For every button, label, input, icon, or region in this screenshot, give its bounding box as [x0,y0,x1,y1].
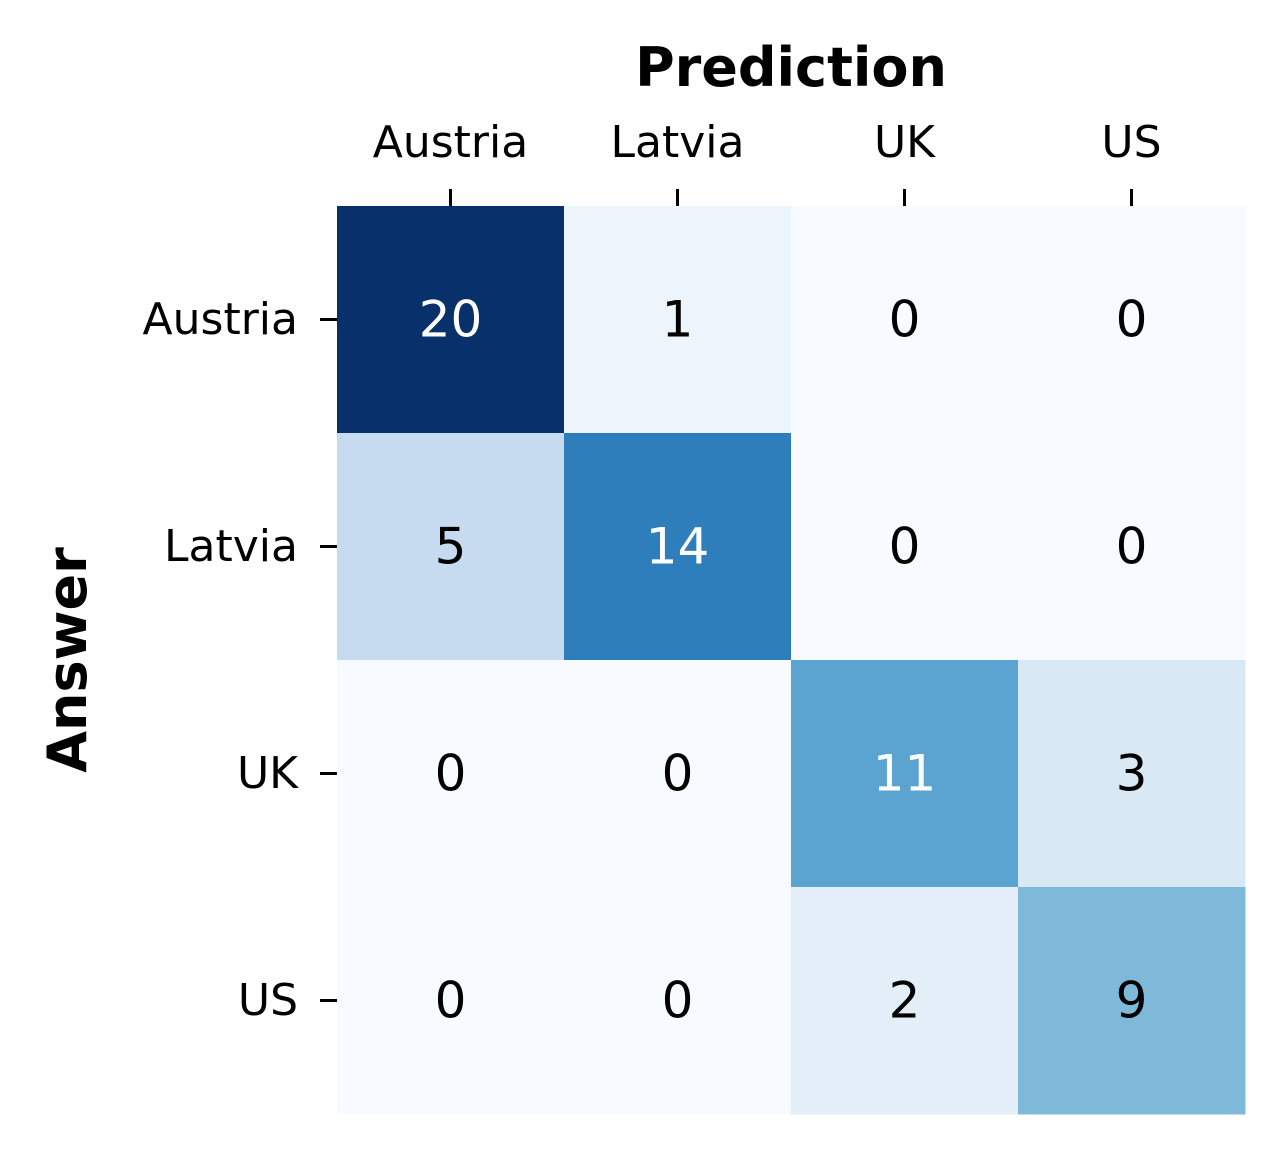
heatmap-cell-0-1 [564,206,792,434]
y-tick-label-1: Latvia [164,521,298,572]
heatmap-cell-0-2 [791,206,1019,434]
heatmap-cell-value-2-3: 3 [1116,745,1148,803]
heatmap-cell-value-3-2: 2 [889,972,921,1030]
heatmap-cell-value-2-0: 0 [435,745,467,803]
y-tick-label-2: UK [237,748,299,799]
axis-ticks: Austria Latvia UK US Austria Latvia UK US [143,117,1162,1026]
x-tick-label-3: US [1101,117,1161,168]
heatmap-cell-2-2 [791,660,1019,888]
x-tick-label-0: Austria [373,117,528,168]
heatmap-cell-value-3-3: 9 [1116,972,1148,1030]
x-tick-label-1: Latvia [611,117,745,168]
heatmap-cells: 20 1 0 05 14 0 00 0 11 30 0 2 9 [337,206,1246,1115]
heatmap-cell-3-0 [337,887,565,1115]
heatmap-cell-0-3 [1018,206,1246,434]
heatmap-cell-value-2-2: 11 [873,745,937,803]
heatmap-cell-1-1 [564,433,792,661]
heatmap-cell-value-1-3: 0 [1116,518,1148,576]
heatmap-cell-2-3 [1018,660,1246,888]
heatmap-cell-value-1-2: 0 [889,518,921,576]
heatmap-cell-value-0-0: 20 [419,291,483,349]
heatmap-cell-1-3 [1018,433,1246,661]
x-tick-label-2: UK [874,117,936,168]
y-axis-title: Answer [36,547,99,773]
heatmap-cell-2-0 [337,660,565,888]
heatmap-cell-2-1 [564,660,792,888]
heatmap-cell-1-0 [337,433,565,661]
x-axis-title: Prediction [635,36,947,99]
heatmap-cell-value-3-1: 0 [662,972,694,1030]
heatmap-cell-3-1 [564,887,792,1115]
heatmap-cell-3-2 [791,887,1019,1115]
heatmap-cell-value-0-1: 1 [662,291,694,349]
heatmap-cell-value-1-1: 14 [646,518,710,576]
heatmap-cell-3-3 [1018,887,1246,1115]
heatmap-cell-value-0-3: 0 [1116,291,1148,349]
y-tick-label-3: US [238,975,298,1026]
heatmap-cell-value-2-1: 0 [662,745,694,803]
heatmap-cell-value-1-0: 5 [435,518,467,576]
heatmap-cell-1-2 [791,433,1019,661]
y-tick-label-0: Austria [143,294,298,345]
heatmap-cell-value-3-0: 0 [435,972,467,1030]
heatmap-cell-0-0 [337,206,565,434]
heatmap-cell-value-0-2: 0 [889,291,921,349]
